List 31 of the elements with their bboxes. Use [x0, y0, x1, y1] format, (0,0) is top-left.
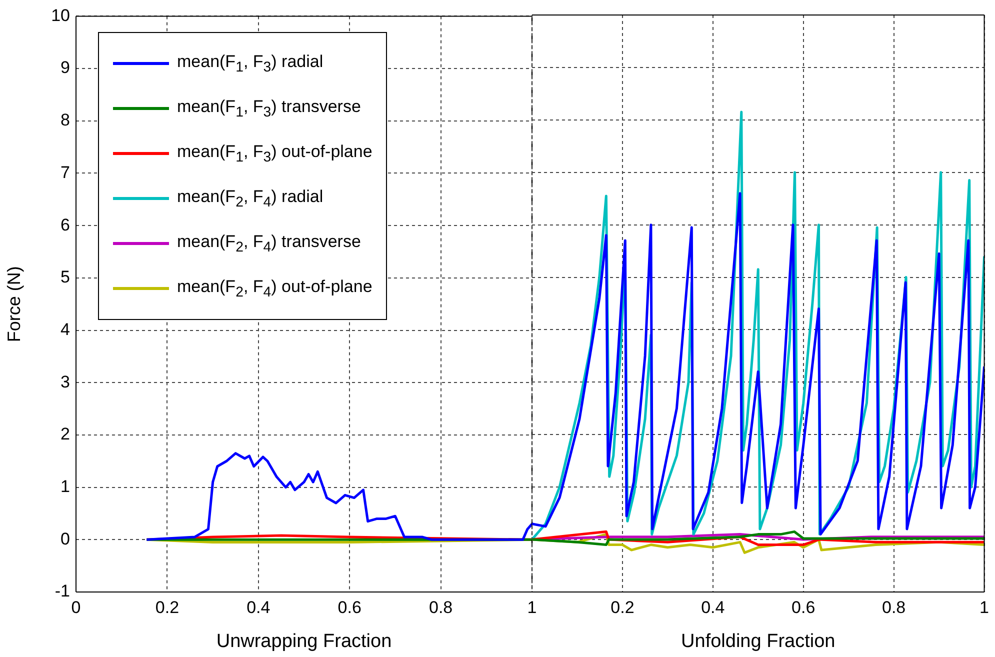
- x-axis-title: Unwrapping Fraction: [216, 630, 392, 652]
- y-tick-label: 10: [51, 6, 70, 25]
- legend-label: mean(F$_{1}$, F$_{3}$) out-of-plane: [177, 142, 372, 166]
- legend-label: mean(F$_{2}$, F$_{4}$) transverse: [177, 232, 361, 256]
- y-tick-label: 1: [60, 476, 70, 496]
- legend-label: mean(F$_{2}$, F$_{4}$) out-of-plane: [177, 276, 372, 300]
- x-tick-label: 0.2: [155, 598, 180, 617]
- x-tick-label: 0.6: [792, 598, 816, 617]
- x-tick-label: 1: [980, 598, 990, 617]
- x-tick-label: 0.8: [882, 598, 906, 617]
- y-tick-label: 5: [60, 268, 70, 287]
- x-tick-label: 1: [527, 598, 537, 617]
- x-tick-label: 0.8: [428, 598, 453, 617]
- y-tick-label: 8: [60, 110, 70, 130]
- y-axis-title: Force (N): [4, 266, 24, 342]
- x-tick-label: 0.4: [246, 598, 270, 617]
- y-tick-label: 7: [60, 162, 70, 182]
- y-tick-label: 4: [60, 320, 70, 339]
- legend-label: mean(F$_{1}$, F$_{3}$) radial: [177, 52, 324, 76]
- y-tick-label: 0: [60, 529, 70, 548]
- y-tick-label: 3: [60, 372, 70, 392]
- x-tick-label: 0.4: [701, 598, 725, 617]
- legend-label: mean(F$_{1}$, F$_{3}$) transverse: [177, 96, 361, 120]
- x-axis-title: Unfolding Fraction: [681, 630, 836, 652]
- legend-label: mean(F$_{2}$, F$_{4}$) radial: [177, 186, 324, 210]
- y-tick-label: 9: [60, 58, 70, 78]
- x-tick-label: 0.2: [610, 598, 634, 617]
- x-tick-label: 0.6: [338, 598, 362, 617]
- y-tick-label: 2: [60, 424, 70, 444]
- y-tick-label: -1: [54, 582, 70, 601]
- y-tick-label: 6: [60, 215, 70, 234]
